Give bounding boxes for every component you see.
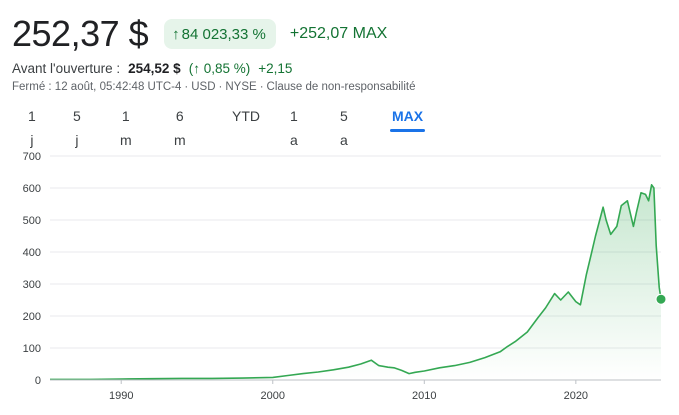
y-tick-label: 600 xyxy=(23,183,41,195)
tab-1-month[interactable]: 1 m xyxy=(120,108,132,148)
x-tick-label: 2020 xyxy=(564,390,588,402)
y-tick-label: 100 xyxy=(23,343,41,355)
y-tick-label: 400 xyxy=(23,247,41,259)
change-percent-chip: ↑ 84 023,33 % xyxy=(164,19,276,49)
current-price-marker xyxy=(655,293,667,305)
tab-max[interactable]: MAX xyxy=(389,104,426,132)
x-tick-label: 2010 xyxy=(412,390,436,402)
tab-6-months[interactable]: 6 m xyxy=(174,108,186,148)
premarket-price: 254,52 $ xyxy=(128,61,181,76)
y-tick-label: 200 xyxy=(23,311,41,323)
quote-header: 252,37 $ ↑ 84 023,33 % +252,07 MAX xyxy=(12,12,387,56)
tab-1-day[interactable]: 1 j xyxy=(28,108,36,148)
price-line xyxy=(50,184,662,381)
market-status: Fermé : 12 août, 05:42:48 UTC-4 xyxy=(12,81,182,93)
currency: USD xyxy=(191,81,216,93)
tab-5-days[interactable]: 5 j xyxy=(73,108,81,148)
tab-1-year[interactable]: 1 a xyxy=(290,108,298,148)
tab-ytd[interactable]: YTD xyxy=(232,108,260,124)
quote-meta: Fermé : 12 août, 05:42:48 UTC-4 · USD · NYSE… xyxy=(12,81,416,93)
current-price: 252,37 $ xyxy=(12,13,149,54)
x-tick-label: 1990 xyxy=(109,390,133,402)
premarket-diff: +2,15 xyxy=(258,61,293,76)
y-tick-label: 300 xyxy=(23,279,41,291)
x-tick-label: 2000 xyxy=(261,390,285,402)
price-chart[interactable]: 0 100 200 300 400 500 600 700 1990 2000 2010 2020 xyxy=(0,140,679,415)
y-tick-label: 500 xyxy=(23,215,41,227)
change-percent: 84 023,33 % xyxy=(181,25,266,43)
change-absolute: +252,07 MAX xyxy=(289,25,388,42)
premarket-row: Avant l'ouverture : 254,52 $ (↑ 0,85 %) … xyxy=(12,61,292,76)
y-tick-label: 0 xyxy=(35,375,41,387)
exchange: NYSE xyxy=(225,81,257,93)
price-area-fill xyxy=(50,184,661,380)
tab-5-years[interactable]: 5 a xyxy=(340,108,348,148)
disclaimer-link[interactable]: Clause de non-responsabilité xyxy=(266,81,416,93)
y-tick-label: 700 xyxy=(23,151,41,163)
premarket-percent: (↑ 0,85 %) xyxy=(188,61,251,76)
arrow-up-icon: ↑ xyxy=(172,25,180,43)
premarket-label: Avant l'ouverture : xyxy=(12,61,121,76)
